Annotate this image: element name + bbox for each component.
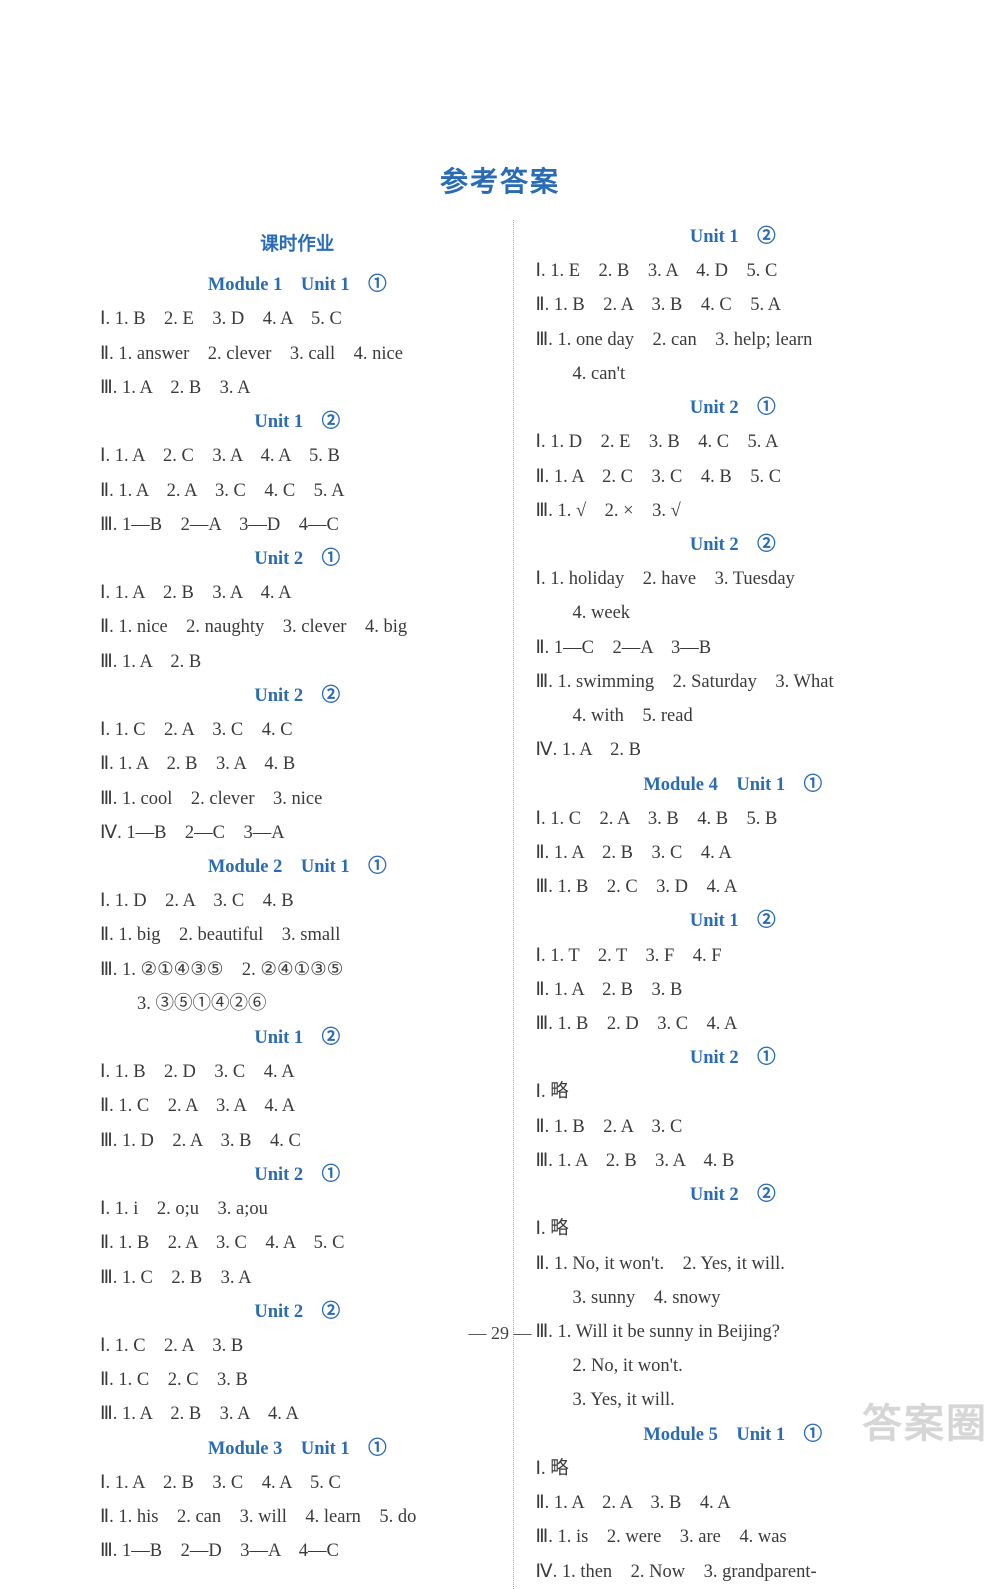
answer-line: Ⅱ. 1. B 2. A 3. C xyxy=(536,1110,931,1144)
answer-line: Ⅲ. 1—B 2—D 3—A 4—C xyxy=(100,1534,495,1568)
answer-line: 3. sunny 4. snowy xyxy=(536,1281,931,1315)
unit-header: Unit 2 ② xyxy=(536,1178,931,1212)
answer-line: Ⅰ. 1. B 2. E 3. D 4. A 5. C xyxy=(100,302,495,336)
unit-header: Unit 2 ① xyxy=(536,1041,931,1075)
answer-line: Ⅱ. 1. A 2. B 3. A 4. B xyxy=(100,747,495,781)
answer-line: Ⅱ. 1. A 2. B 3. B xyxy=(536,973,931,1007)
answer-line: Ⅳ. 1—B 2—C 3—A xyxy=(100,816,495,850)
answer-line: Ⅰ. 略 xyxy=(536,1212,931,1246)
answer-line: Ⅲ. 1. one day 2. can 3. help; learn xyxy=(536,323,931,357)
answer-line: Ⅱ. 1. B 2. A 3. C 4. A 5. C xyxy=(100,1226,495,1260)
answer-line: Ⅲ. 1. A 2. B xyxy=(100,645,495,679)
answer-line: Ⅰ. 1. C 2. A 3. B 4. B 5. B xyxy=(536,802,931,836)
answer-line: Ⅱ. 1. answer 2. clever 3. call 4. nice xyxy=(100,337,495,371)
answer-line: Ⅳ. 1. A 2. B xyxy=(536,733,931,767)
answer-line: Ⅰ. 1. D 2. A 3. C 4. B xyxy=(100,884,495,918)
answer-line: Ⅰ. 略 xyxy=(536,1075,931,1109)
answer-line: Ⅰ. 1. T 2. T 3. F 4. F xyxy=(536,939,931,973)
answer-line: Ⅰ. 1. C 2. A 3. C 4. C xyxy=(100,713,495,747)
answer-line: Ⅲ. 1. A 2. B 3. A xyxy=(100,371,495,405)
answer-line: Ⅰ. 1. E 2. B 3. A 4. D 5. C xyxy=(536,254,931,288)
answer-line: Ⅰ. 略 xyxy=(536,1452,931,1486)
right-column: Unit 1 ②Ⅰ. 1. E 2. B 3. A 4. D 5. CⅡ. 1.… xyxy=(513,220,931,1589)
content-columns: 课时作业 Module 1 Unit 1 ①Ⅰ. 1. B 2. E 3. D 4… xyxy=(0,200,1000,1589)
watermark: 答案圈 xyxy=(862,1402,988,1446)
unit-header: Unit 1 ② xyxy=(100,405,495,439)
answer-line: Ⅰ. 1. i 2. o;u 3. a;ou xyxy=(100,1192,495,1226)
answer-line: Ⅰ. 1. D 2. E 3. B 4. C 5. A xyxy=(536,425,931,459)
page-number: — 29 — xyxy=(0,1323,1000,1344)
answer-line: Ⅲ. 1. B 2. C 3. D 4. A xyxy=(536,870,931,904)
answer-line: Ⅲ. 1—B 2—A 3—D 4—C xyxy=(100,508,495,542)
answer-line: Ⅱ. 1. C 2. A 3. A 4. A xyxy=(100,1089,495,1123)
answer-line: Ⅰ. 1. holiday 2. have 3. Tuesday xyxy=(536,562,931,596)
unit-header: Module 1 Unit 1 ① xyxy=(100,268,495,302)
answer-line: Ⅱ. 1. A 2. B 3. C 4. A xyxy=(536,836,931,870)
section-header: 课时作业 xyxy=(100,228,495,262)
answer-line: 4. can't xyxy=(536,357,931,391)
answer-line: Ⅱ. 1. A 2. A 3. B 4. A xyxy=(536,1486,931,1520)
watermark-top: 答案圈 xyxy=(862,1402,988,1446)
answer-line: Ⅳ. 1. then 2. Now 3. grandparent- xyxy=(536,1555,931,1589)
answer-line: Ⅲ. 1. swimming 2. Saturday 3. What xyxy=(536,665,931,699)
answer-line: 4. with 5. read xyxy=(536,699,931,733)
answer-line: Ⅲ. 1. C 2. B 3. A xyxy=(100,1261,495,1295)
answer-line: Ⅱ. 1. A 2. A 3. C 4. C 5. A xyxy=(100,474,495,508)
unit-header: Unit 2 ① xyxy=(100,542,495,576)
unit-header: Unit 2 ② xyxy=(536,528,931,562)
unit-header: Module 4 Unit 1 ① xyxy=(536,768,931,802)
answer-line: 3. ③⑤①④②⑥ xyxy=(100,987,495,1021)
answer-line: Ⅱ. 1. C 2. C 3. B xyxy=(100,1363,495,1397)
unit-header: Unit 1 ② xyxy=(100,1021,495,1055)
answer-line: Ⅰ. 1. A 2. B 3. C 4. A 5. C xyxy=(100,1466,495,1500)
left-column: 课时作业 Module 1 Unit 1 ①Ⅰ. 1. B 2. E 3. D 4… xyxy=(100,220,513,1589)
unit-header: Unit 2 ② xyxy=(100,679,495,713)
answer-line: Ⅲ. 1. cool 2. clever 3. nice xyxy=(100,782,495,816)
unit-header: Module 3 Unit 1 ① xyxy=(100,1432,495,1466)
answer-line: Ⅱ. 1. B 2. A 3. B 4. C 5. A xyxy=(536,288,931,322)
unit-header: Unit 2 ① xyxy=(100,1158,495,1192)
answer-line: Ⅲ. 1. D 2. A 3. B 4. C xyxy=(100,1124,495,1158)
answer-line: Ⅱ. 1. No, it won't. 2. Yes, it will. xyxy=(536,1247,931,1281)
answer-line: Ⅱ. 1. big 2. beautiful 3. small xyxy=(100,918,495,952)
answer-line: Ⅰ. 1. B 2. D 3. C 4. A xyxy=(100,1055,495,1089)
answer-line: 4. week xyxy=(536,596,931,630)
unit-header: Unit 1 ② xyxy=(536,220,931,254)
answer-line: Ⅲ. 1. ②①④③⑤ 2. ②④①③⑤ xyxy=(100,953,495,987)
answer-line: Ⅲ. 1. is 2. were 3. are 4. was xyxy=(536,1520,931,1554)
answer-line: Ⅲ. 1. A 2. B 3. A 4. B xyxy=(536,1144,931,1178)
answer-line: Ⅱ. 1. A 2. C 3. C 4. B 5. C xyxy=(536,460,931,494)
answer-line: Ⅱ. 1—C 2—A 3—B xyxy=(536,631,931,665)
answer-line: Ⅲ. 1. B 2. D 3. C 4. A xyxy=(536,1007,931,1041)
answer-line: Ⅰ. 1. A 2. B 3. A 4. A xyxy=(100,576,495,610)
answer-line: Ⅰ. 1. A 2. C 3. A 4. A 5. B xyxy=(100,439,495,473)
answer-line: Ⅱ. 1. his 2. can 3. will 4. learn 5. do xyxy=(100,1500,495,1534)
answer-line: 2. No, it won't. xyxy=(536,1349,931,1383)
unit-header: Module 2 Unit 1 ① xyxy=(100,850,495,884)
answer-line: Ⅲ. 1. √ 2. × 3. √ xyxy=(536,494,931,528)
unit-header: Unit 1 ② xyxy=(536,904,931,938)
answer-line: Ⅱ. 1. nice 2. naughty 3. clever 4. big xyxy=(100,610,495,644)
answer-line: Ⅲ. 1. A 2. B 3. A 4. A xyxy=(100,1397,495,1431)
page-title: 参考答案 xyxy=(0,0,1000,200)
unit-header: Unit 2 ① xyxy=(536,391,931,425)
